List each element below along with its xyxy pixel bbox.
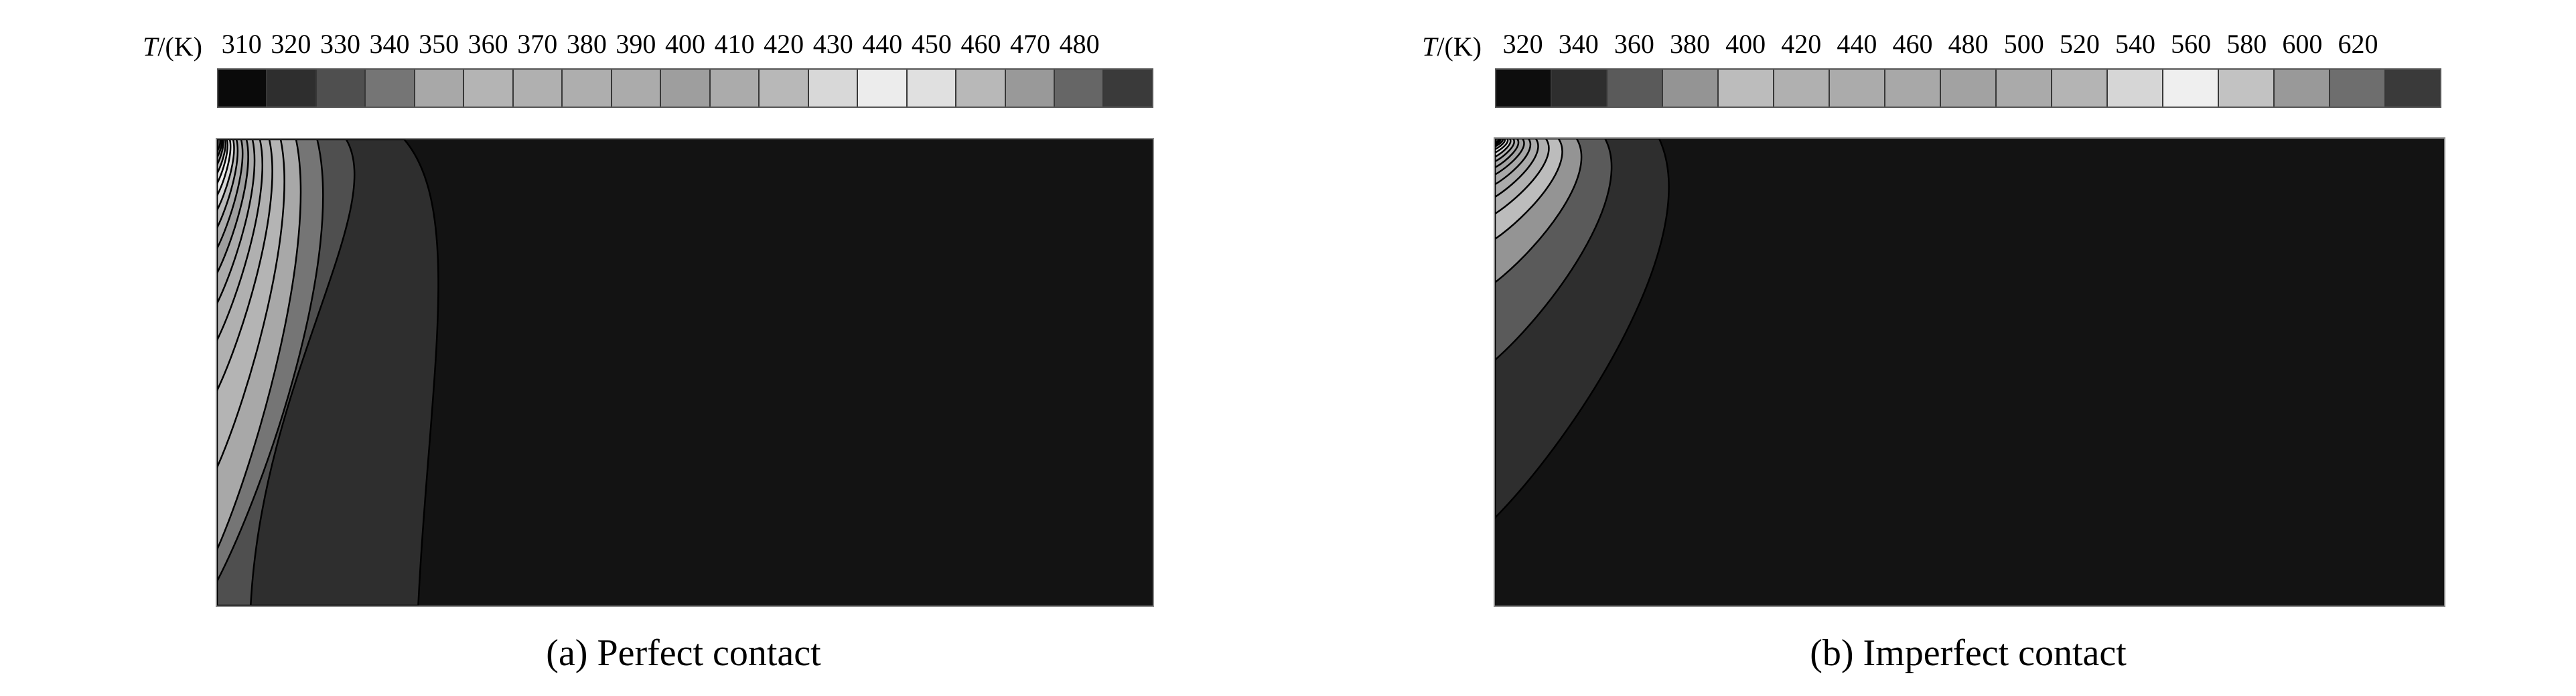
colorbar-cell	[2163, 70, 2219, 107]
colorbar-cell	[415, 70, 465, 107]
colorbar-title-variable-a: T	[143, 31, 158, 62]
contour-field-svg	[1495, 139, 2444, 606]
colorbar-cell	[316, 70, 366, 107]
colorbar-a	[217, 68, 1153, 108]
colorbar-tick-label: 330	[319, 29, 360, 59]
colorbar-cell	[858, 70, 908, 107]
colorbar-tick-label: 410	[714, 29, 755, 59]
colorbar-tick-label	[1104, 27, 1153, 62]
colorbar-cell	[808, 70, 859, 107]
colorbar-cell	[661, 70, 711, 107]
colorbar-tick-label: 360	[1614, 29, 1654, 59]
colorbar-cell	[1005, 70, 1055, 107]
colorbar-tick-row-b: 320 340 360 380 400 420 440 460 480 500 520 540 560 5…	[1495, 27, 2441, 62]
colorbar-title-variable-b: T	[1422, 31, 1437, 62]
colorbar-cell	[218, 70, 268, 107]
contour-plot-a	[216, 138, 1154, 607]
colorbar-cell	[1054, 70, 1104, 107]
colorbar-cell	[1607, 70, 1663, 107]
colorbar-cell	[2330, 70, 2386, 107]
colorbar-cell	[612, 70, 662, 107]
colorbar-cell	[563, 70, 612, 107]
colorbar-tick-label: 320	[1502, 29, 1543, 59]
colorbar-cell	[267, 70, 317, 107]
colorbar-tick-label: 340	[369, 29, 410, 59]
colorbar-cell	[366, 70, 415, 107]
caption-b: (b) Imperfect contact	[1810, 632, 2127, 674]
colorbar-tick-label: 380	[566, 29, 607, 59]
colorbar-tick-label: 580	[2226, 29, 2267, 59]
colorbar-tick-label: 340	[1558, 29, 1599, 59]
colorbar-cell	[907, 70, 957, 107]
colorbar-cell	[760, 70, 809, 107]
colorbar-cell	[2052, 70, 2108, 107]
colorbar-tick-label: 310	[221, 29, 262, 59]
colorbar-cell	[710, 70, 760, 107]
colorbar-cell	[1496, 70, 1552, 107]
contour-band	[1495, 139, 1500, 144]
colorbar-title-b: T/(K)	[1360, 29, 1482, 64]
colorbar-cell	[1941, 70, 1997, 107]
colorbar-tick-label: 460	[1892, 29, 1933, 59]
colorbar-tick-label: 480	[1059, 29, 1100, 59]
colorbar-tick-label: 480	[1948, 29, 1989, 59]
colorbar-tick-label: 420	[1781, 29, 1822, 59]
colorbar-tick-label: 430	[812, 29, 853, 59]
colorbar-tick-label: 560	[2171, 29, 2212, 59]
colorbar-tick-label: 460	[960, 29, 1001, 59]
colorbar-tick-label: 440	[1837, 29, 1877, 59]
colorbar-b	[1495, 68, 2441, 108]
colorbar-tick-row-a: 310 320 330 340 350 360 370 380 390 400 410 420 430 4…	[217, 27, 1153, 62]
colorbar-tick-label	[2386, 27, 2441, 62]
colorbar-cell	[464, 70, 514, 107]
colorbar-tick-label: 540	[2115, 29, 2155, 59]
colorbar-tick-label: 600	[2282, 29, 2323, 59]
colorbar-tick-label: 520	[2059, 29, 2100, 59]
colorbar-tick-label: 470	[1010, 29, 1051, 59]
colorbar-cell	[1663, 70, 1719, 107]
colorbar-cell	[513, 70, 563, 107]
contour-band	[217, 139, 222, 153]
colorbar-title-unit-a: /(K)	[157, 31, 202, 62]
colorbar-cell	[956, 70, 1006, 107]
colorbar-cell	[1885, 70, 1941, 107]
colorbar-tick-label: 440	[862, 29, 903, 59]
colorbar-tick-label: 620	[2338, 29, 2378, 59]
colorbar-tick-label: 370	[517, 29, 558, 59]
colorbar-cell	[1552, 70, 1607, 107]
colorbar-tick-label: 450	[911, 29, 952, 59]
colorbar-tick-label: 400	[664, 29, 705, 59]
colorbar-tick-label: 390	[616, 29, 656, 59]
colorbar-cell	[1104, 70, 1152, 107]
colorbar-cell	[1997, 70, 2052, 107]
colorbar-cell	[1774, 70, 1830, 107]
colorbar-tick-label: 380	[1669, 29, 1710, 59]
contour-field-svg	[217, 139, 1153, 606]
contour-plot-b	[1494, 137, 2445, 607]
colorbar-tick-label: 350	[419, 29, 459, 59]
colorbar-tick-label: 360	[468, 29, 508, 59]
colorbar-cell	[2219, 70, 2275, 107]
colorbar-cell	[2386, 70, 2440, 107]
colorbar-cell	[2108, 70, 2163, 107]
caption-a: (a) Perfect contact	[546, 632, 821, 674]
colorbar-cell	[1719, 70, 1774, 107]
colorbar-title-a: T/(K)	[80, 29, 202, 64]
colorbar-tick-label: 420	[764, 29, 804, 59]
colorbar-tick-label: 400	[1725, 29, 1766, 59]
colorbar-cell	[1830, 70, 1885, 107]
colorbar-tick-label: 500	[2003, 29, 2044, 59]
colorbar-title-unit-b: /(K)	[1437, 31, 1482, 62]
colorbar-cell	[2275, 70, 2330, 107]
colorbar-tick-label: 320	[271, 29, 311, 59]
